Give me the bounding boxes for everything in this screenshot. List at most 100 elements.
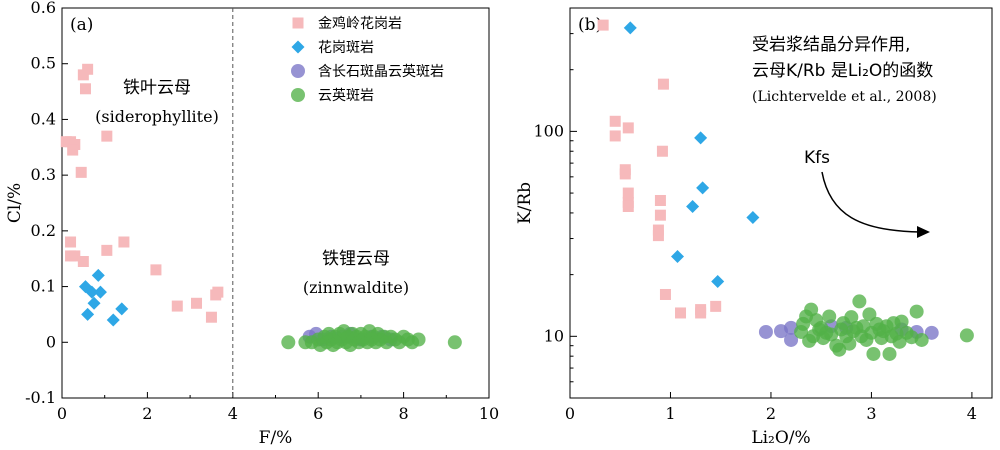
y-tick-label: 0.3 (31, 165, 56, 184)
data-point (411, 332, 426, 347)
data-point (758, 324, 773, 339)
x-tick-label: 10 (479, 404, 499, 423)
data-point (69, 250, 81, 262)
data-point (150, 264, 162, 276)
legend-marker (291, 40, 305, 54)
annotation-zinnwaldite-cn: 铁锂云母 (322, 249, 390, 269)
series-0 (60, 63, 224, 323)
data-point (894, 314, 909, 329)
data-point (696, 181, 710, 195)
data-point (622, 200, 634, 212)
data-point (622, 187, 634, 199)
data-point (844, 310, 859, 325)
panel-label: (b) (578, 15, 602, 35)
x-tick-label: 0 (57, 404, 67, 423)
data-point (959, 328, 974, 343)
x-axis-title: F/% (259, 428, 293, 448)
data-point (447, 335, 462, 350)
data-point (93, 285, 107, 299)
annotation-note-line2: 云母K/Rb 是Li₂O的函数 (752, 61, 933, 81)
data-point (77, 256, 89, 267)
y-tick-label: 0 (46, 332, 56, 351)
data-point (619, 168, 631, 180)
panel-b-frame (569, 7, 993, 399)
data-point (832, 342, 847, 357)
y-tick-label: 0.1 (31, 277, 56, 296)
legend-label: 花岗斑岩 (318, 40, 374, 56)
data-point (79, 83, 91, 95)
data-point (924, 325, 939, 340)
kfs-arrow-path (821, 171, 921, 233)
data-point (609, 115, 621, 127)
series-3 (794, 294, 974, 361)
data-point (77, 69, 89, 81)
data-point (675, 307, 687, 319)
annotation-kfs: Kfs (804, 148, 830, 168)
data-point (694, 131, 708, 145)
legend-label: 金鸡岭花岗岩 (318, 15, 402, 32)
x-tick-label: 8 (399, 404, 409, 423)
data-point (171, 300, 183, 312)
data-point (671, 250, 685, 264)
panel-label: (a) (70, 15, 93, 35)
panel-b: 0 1 2 3 4 10 100 Li₂O/% K/Rb (b) 受岩浆结晶分异作用, 云母K/Rb … (515, 7, 993, 448)
annotation-siderophyllite-cn: 铁叶云母 (123, 78, 191, 98)
data-point (85, 285, 99, 299)
x-axis-title: Li₂O/% (751, 428, 810, 448)
data-point (597, 19, 609, 31)
series-1 (623, 21, 760, 289)
x-tick-label: 3 (866, 404, 876, 423)
data-point (191, 297, 203, 309)
data-point (822, 309, 837, 324)
data-point (87, 296, 101, 310)
data-point (652, 224, 664, 236)
x-tick-label: 4 (967, 404, 977, 423)
x-tick-label: 2 (766, 404, 776, 423)
y-tick-label: -0.1 (25, 388, 56, 407)
legend-label: 云英斑岩 (318, 87, 374, 104)
y-tick-label: 0.6 (31, 0, 56, 17)
data-point (804, 302, 819, 317)
series-1 (78, 268, 129, 327)
data-point (654, 194, 666, 206)
series-3 (281, 324, 462, 353)
y-tick-label: 100 (533, 121, 564, 140)
data-point (75, 166, 87, 178)
x-tick-label: 1 (665, 404, 675, 423)
legend-label: 含长石斑晶云英斑岩 (318, 63, 444, 80)
data-point (746, 210, 760, 224)
data-point (711, 275, 725, 289)
data-point (882, 346, 897, 361)
y-tick-label: 0.4 (31, 109, 56, 128)
x-tick-label: 4 (228, 404, 238, 423)
data-point (106, 313, 120, 327)
data-point (784, 332, 799, 347)
data-point (118, 236, 130, 248)
data-point (205, 311, 217, 323)
data-point (115, 302, 129, 316)
annotation-zinnwaldite-en: (zinnwaldite) (303, 278, 409, 297)
legend-marker (291, 64, 305, 78)
data-point (281, 335, 296, 350)
data-point (82, 63, 94, 75)
data-point (909, 304, 924, 319)
data-point (69, 139, 81, 150)
data-point (623, 21, 637, 35)
x-tick-label: 6 (313, 404, 323, 423)
data-point (852, 294, 867, 309)
data-point (67, 144, 79, 156)
y-tick-label: 10 (544, 326, 564, 345)
data-point (65, 236, 77, 248)
y-tick-label: 0.5 (31, 54, 56, 73)
annotation-note-line1: 受岩浆结晶分异作用, (752, 35, 910, 55)
data-point (656, 145, 668, 157)
x-tick-label: 2 (142, 404, 152, 423)
annotation-siderophyllite-en: (siderophyllite) (95, 107, 219, 126)
y-axis-title: Cl/% (5, 183, 25, 223)
data-point (101, 130, 113, 142)
data-point (866, 346, 881, 361)
data-point (81, 307, 95, 321)
